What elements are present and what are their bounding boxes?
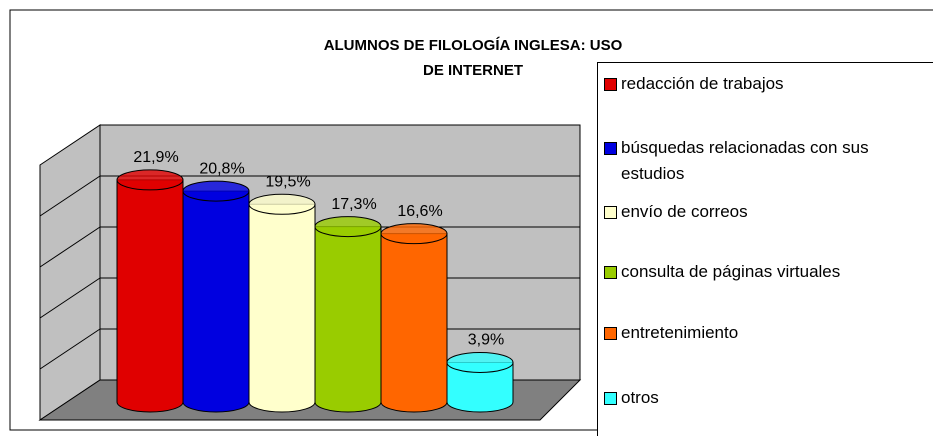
legend-label: redacción de trabajos bbox=[621, 74, 784, 93]
bar-top bbox=[248, 193, 316, 215]
bar-top bbox=[116, 169, 184, 191]
legend-label: entretenimiento bbox=[621, 323, 739, 342]
data-label: 21,9% bbox=[133, 149, 178, 166]
legend-swatch bbox=[604, 78, 617, 91]
legend-item: entretenimiento bbox=[604, 320, 929, 346]
bar bbox=[182, 190, 250, 413]
data-label: 16,6% bbox=[397, 203, 442, 220]
legend-item: redacción de trabajos bbox=[604, 71, 929, 97]
legend-swatch bbox=[604, 142, 617, 155]
legend: redacción de trabajos búsquedas relaciona… bbox=[597, 62, 933, 436]
data-label: 3,9% bbox=[468, 332, 504, 349]
bar bbox=[116, 179, 184, 413]
bar-top bbox=[380, 223, 448, 245]
legend-label: consulta de páginas virtuales bbox=[621, 262, 841, 281]
side-wall bbox=[39, 124, 101, 421]
chart-title: ALUMNOS DE FILOLOGÍA INGLESA: USO DE INT… bbox=[323, 37, 623, 79]
legend-item: consulta de páginas virtuales bbox=[604, 259, 929, 285]
legend-label: otros bbox=[621, 388, 659, 407]
bar bbox=[314, 226, 382, 413]
bar-top bbox=[446, 351, 514, 373]
data-label: 19,5% bbox=[265, 173, 310, 190]
data-label: 17,3% bbox=[331, 196, 376, 213]
legend-label: envío de correos bbox=[621, 202, 748, 221]
legend-label: búsquedas relacionadas con sus estudios bbox=[621, 138, 869, 183]
legend-item: envío de correos bbox=[604, 199, 929, 225]
legend-swatch bbox=[604, 327, 617, 340]
bar bbox=[248, 203, 316, 413]
bar-top bbox=[314, 216, 382, 238]
legend-item: búsquedas relacionadas con sus estudios bbox=[604, 135, 929, 187]
data-label: 20,8% bbox=[199, 160, 244, 177]
legend-swatch bbox=[604, 206, 617, 219]
bar bbox=[446, 361, 514, 413]
legend-item: otros bbox=[604, 385, 929, 411]
bar-top bbox=[182, 180, 250, 202]
bar bbox=[380, 233, 448, 413]
legend-swatch bbox=[604, 266, 617, 279]
legend-swatch bbox=[604, 392, 617, 405]
